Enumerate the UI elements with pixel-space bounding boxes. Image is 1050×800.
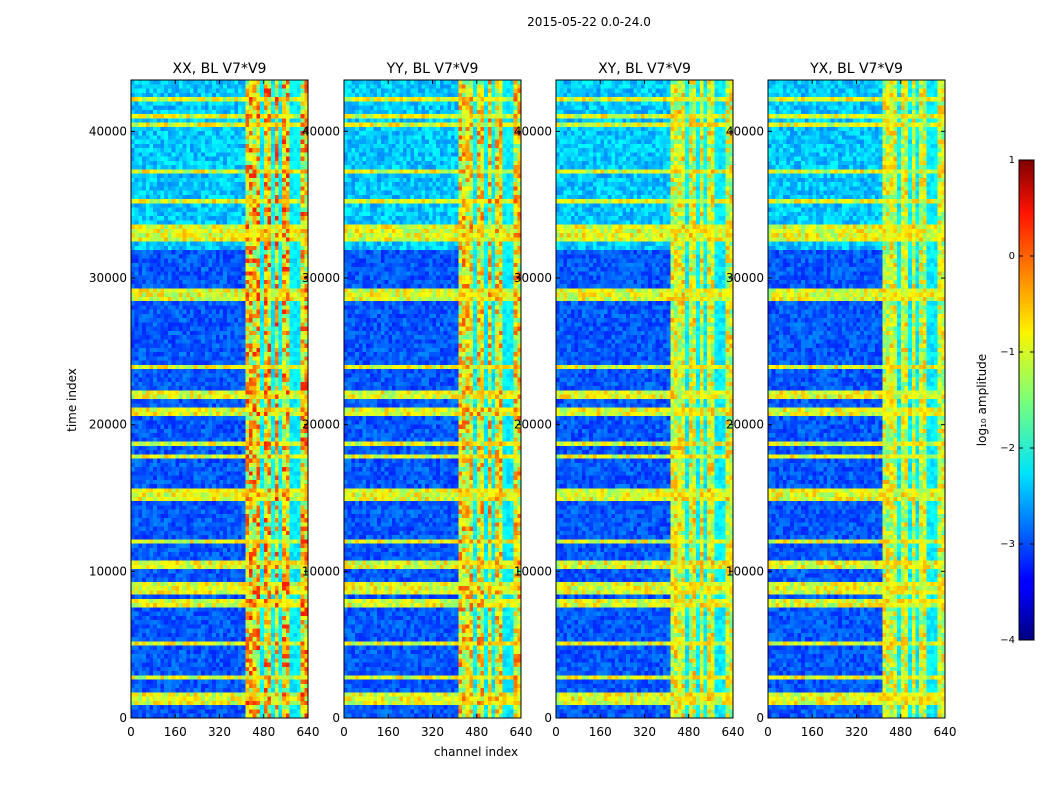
- x-tick-label: 640: [510, 725, 533, 739]
- colorbar-label: log₁₀ amplitude: [975, 354, 989, 446]
- x-axis-label: channel index: [434, 745, 518, 759]
- heatmap-image: [344, 80, 521, 718]
- y-tick-label: 10000: [89, 564, 127, 578]
- heatmap-image: [131, 80, 308, 718]
- x-tick-label: 480: [465, 725, 488, 739]
- heatmap-panels: XX, BL V7*V9 0 160 320 480 640 0 10000 20000 3000…: [89, 61, 957, 739]
- x-tick-label: 320: [208, 725, 231, 739]
- panel-title: YY, BL V7*V9: [386, 61, 479, 77]
- y-tick-label: 30000: [302, 271, 340, 285]
- y-tick-label: 0: [756, 711, 764, 725]
- colorbar-tick-label: 0: [1009, 251, 1015, 262]
- x-tick-label: 640: [934, 725, 957, 739]
- y-tick-label: 30000: [726, 271, 764, 285]
- x-tick-label: 0: [127, 725, 135, 739]
- x-tick-label: 320: [633, 725, 656, 739]
- x-tick-label: 640: [297, 725, 320, 739]
- y-tick-label: 40000: [726, 124, 764, 138]
- x-tick-label: 0: [552, 725, 560, 739]
- y-tick-label: 10000: [726, 564, 764, 578]
- heatmap-image: [556, 80, 733, 718]
- x-tick-label: 0: [764, 725, 772, 739]
- y-tick-label: 10000: [302, 564, 340, 578]
- x-tick-label: 480: [889, 725, 912, 739]
- y-tick-label: 0: [332, 711, 340, 725]
- x-tick-label: 320: [421, 725, 444, 739]
- y-tick-label: 20000: [726, 418, 764, 432]
- y-tick-label: 30000: [89, 271, 127, 285]
- y-tick-label: 10000: [514, 564, 552, 578]
- y-tick-label: 40000: [514, 124, 552, 138]
- x-tick-label: 160: [377, 725, 400, 739]
- y-tick-label: 0: [544, 711, 552, 725]
- colorbar-ticks: 1 0 −1 −2 −3 −4: [1000, 155, 1034, 646]
- y-tick-label: 40000: [89, 124, 127, 138]
- panel-title: XX, BL V7*V9: [173, 61, 267, 77]
- heatmap-panel-3: XY, BL V7*V9 0 160 320 480 640 0 10000 20000 3000…: [514, 61, 745, 739]
- colorbar: 1 0 −1 −2 −3 −4 log₁₀ amplitude: [975, 155, 1035, 646]
- y-tick-label: 40000: [302, 124, 340, 138]
- x-tick-label: 480: [252, 725, 275, 739]
- y-tick-label: 30000: [514, 271, 552, 285]
- colorbar-tick-label: −2: [1000, 443, 1015, 454]
- heatmap-image: [768, 80, 945, 718]
- x-tick-label: 160: [164, 725, 187, 739]
- heatmap-panel-1: XX, BL V7*V9 0 160 320 480 640 0 10000 20000 3000…: [89, 61, 320, 739]
- heatmap-panel-4: YX, BL V7*V9 0 160 320 480 640 0 10000 20000 3000…: [726, 61, 957, 739]
- y-tick-label: 20000: [514, 418, 552, 432]
- y-tick-label: 20000: [89, 418, 127, 432]
- figure-suptitle: 2015-05-22 0.0-24.0: [527, 15, 651, 29]
- colorbar-tick-label: −1: [1000, 347, 1015, 358]
- x-tick-label: 640: [722, 725, 745, 739]
- x-tick-label: 160: [589, 725, 612, 739]
- colorbar-gradient: [1018, 159, 1035, 641]
- x-tick-label: 0: [340, 725, 348, 739]
- panel-title: YX, BL V7*V9: [809, 61, 903, 77]
- y-tick-label: 20000: [302, 418, 340, 432]
- colorbar-tick-label: −4: [1000, 635, 1015, 646]
- y-axis-label: time index: [65, 368, 79, 432]
- x-tick-label: 480: [677, 725, 700, 739]
- x-tick-label: 320: [845, 725, 868, 739]
- colorbar-tick-label: −3: [1000, 539, 1015, 550]
- y-tick-label: 0: [119, 711, 127, 725]
- heatmap-panel-2: YY, BL V7*V9 0 160 320 480 640 0 10000 20000 3000…: [302, 61, 533, 739]
- x-tick-label: 160: [801, 725, 824, 739]
- colorbar-tick-label: 1: [1009, 155, 1015, 166]
- panel-title: XY, BL V7*V9: [598, 61, 691, 77]
